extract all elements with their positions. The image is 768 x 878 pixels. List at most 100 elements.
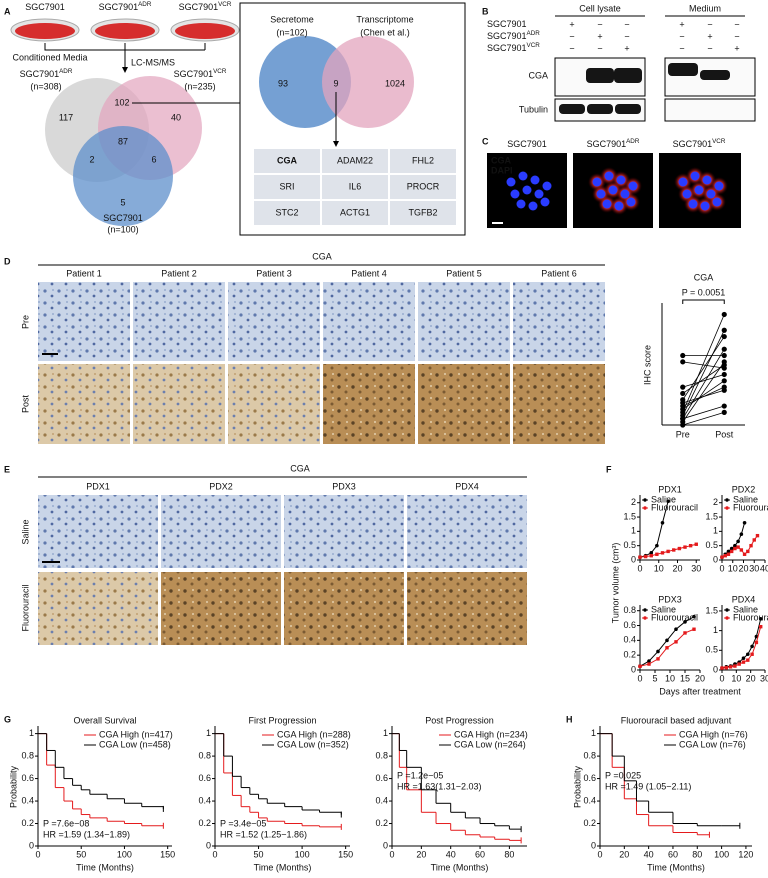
stain-label: DAPI: [491, 165, 513, 175]
chart-title: Overall Survival: [73, 715, 136, 725]
dish-label: SGC7901: [25, 2, 65, 12]
y-tick-label: 0.6: [375, 773, 388, 783]
dish-label-base: SGC7901: [25, 2, 65, 12]
dish-label-base: SGC7901: [179, 2, 219, 12]
point: [721, 387, 727, 393]
point: [739, 532, 744, 537]
venn-set-label-base: SGC7901: [20, 69, 60, 79]
flow-line: [44, 43, 206, 51]
chart-title: Fluorouracil based adjuvant: [621, 715, 732, 725]
series-line: [721, 626, 762, 669]
point: [742, 520, 747, 525]
legend-marker: [725, 608, 729, 612]
annotation: P =1.2e−05: [397, 770, 443, 780]
point: [721, 327, 727, 333]
dapi-nucleus: [694, 185, 704, 195]
x-tick-label: 0: [637, 673, 642, 683]
point: [666, 549, 670, 554]
blot-row-label: SGC7901VCR: [487, 42, 540, 54]
dish-label-sup: VCR: [218, 1, 232, 8]
point: [665, 638, 669, 643]
y-tick-label: 1: [29, 728, 34, 738]
ihc-image: [38, 495, 158, 568]
x-tick-label: 10: [665, 673, 675, 683]
legend-marker: [725, 616, 729, 620]
gene-cell: [254, 175, 320, 199]
pair-line: [682, 374, 725, 388]
y-tick-label: 0.8: [198, 750, 211, 760]
x-tick-label: 30: [760, 673, 768, 683]
legend-label: CGA High (n=234): [454, 729, 528, 739]
ihc-image: [323, 282, 415, 361]
x-tick-label: 20: [416, 849, 426, 859]
venn-set-label: SGC7901: [103, 213, 143, 223]
x-tick-label: 20: [672, 563, 682, 573]
y-tick-label: 0: [713, 664, 718, 674]
micrograph-label: SGC7901VCR: [673, 138, 726, 150]
y-tick-label: 0.6: [21, 773, 34, 783]
chart-title: First Progression: [248, 715, 316, 725]
point: [720, 555, 724, 559]
dapi-nucleus: [628, 181, 638, 191]
blot-row-label-base: SGC7901: [487, 31, 527, 41]
dapi-nucleus: [690, 171, 700, 181]
x-tick-label: 40: [760, 563, 768, 573]
gene-cell: [322, 149, 388, 173]
chart-title: PDX3: [658, 594, 682, 604]
ihc-image: [418, 364, 510, 444]
dish-media: [95, 23, 155, 39]
point: [733, 543, 737, 548]
dapi-nucleus: [714, 181, 724, 191]
x-tick-label: 0: [597, 849, 602, 859]
point: [683, 631, 687, 635]
point: [680, 390, 686, 397]
point: [736, 539, 740, 544]
y-tick-label: 0.4: [198, 795, 211, 805]
legend-label: Fluorouracil: [733, 502, 768, 512]
column-label: Patient 1: [66, 268, 102, 278]
y-tick-label: 0.2: [198, 818, 211, 828]
micrograph-label-sup: ADR: [626, 138, 640, 145]
dapi-nucleus: [518, 171, 528, 181]
gene-name: IL6: [349, 181, 362, 191]
point: [680, 406, 686, 412]
dapi-nucleus: [506, 177, 516, 187]
row-label: Fluorouracil: [20, 584, 30, 631]
legend-label: CGA Low (n=264): [454, 739, 526, 749]
dapi-nucleus: [616, 175, 626, 185]
legend-label: CGA Low (n=458): [99, 739, 171, 749]
point: [729, 549, 734, 554]
y-tick-label: 0.2: [583, 818, 596, 828]
x-tick-label: 30: [691, 563, 701, 573]
y-tick-label: 0: [383, 840, 388, 850]
panel-label: A: [4, 6, 11, 16]
column-label: Patient 6: [541, 268, 577, 278]
micrograph-label-base: SGC7901: [587, 139, 627, 149]
x-tick-label: 20: [619, 849, 629, 859]
point: [638, 664, 642, 668]
gene-name: SRI: [279, 181, 294, 191]
ihc-image: [133, 282, 225, 361]
dapi-nucleus: [702, 175, 712, 185]
x-tick-label: 0: [719, 563, 724, 573]
annotation: P =3.4e−05: [220, 818, 266, 828]
chart-title: CGA: [694, 272, 714, 282]
point: [655, 552, 659, 556]
point: [746, 549, 750, 554]
point: [680, 384, 686, 390]
y-tick-label: 0.8: [623, 605, 636, 615]
point: [754, 640, 759, 645]
pair-line: [682, 364, 725, 394]
legend-marker: [643, 608, 647, 612]
venn-count: 87: [118, 136, 128, 146]
chart-title: PDX2: [732, 484, 756, 494]
point: [750, 644, 754, 649]
flow-label: LC-MS/MS: [131, 57, 175, 67]
legend-label: Fluorouracil: [733, 612, 768, 622]
blot-sign: −: [707, 43, 712, 53]
ihc-image: [133, 364, 225, 444]
dish-label-base: SGC7901: [99, 2, 139, 12]
x-tick-label: 0: [212, 849, 217, 859]
venn-transcriptome: [322, 36, 414, 128]
